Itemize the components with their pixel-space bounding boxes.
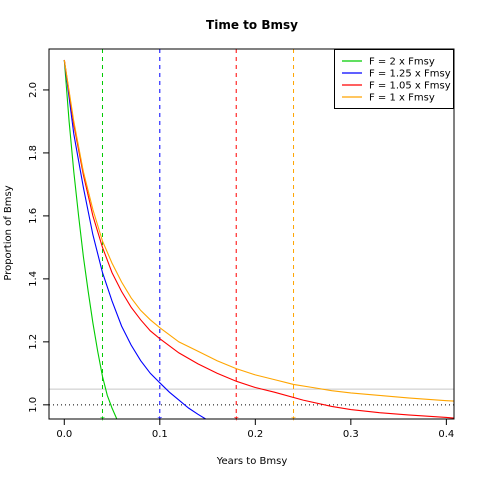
- axes: 0.0 0.1 0.2 0.3 0.4 1.0 1.2 1.4 1.6 1.8 2.0: [28, 82, 454, 440]
- legend-box: [334, 49, 454, 109]
- series-layer: [63, 59, 454, 419]
- chart-title: Time to Bmsy: [206, 18, 298, 32]
- y-tick-label-3: 1.6: [28, 208, 39, 224]
- legend-label-2: F = 1.05 x Fmsy: [369, 81, 451, 92]
- plot-frame: [48, 48, 455, 420]
- legend-label-0: F = 2 x Fmsy: [369, 57, 435, 68]
- crossing-marker-2: *: [234, 415, 239, 426]
- y-tick-label-5: 2.0: [28, 82, 39, 98]
- y-tick-label-0: 1.0: [28, 397, 39, 413]
- x-axis-title: Years to Bmsy: [216, 456, 288, 467]
- legend-label-1: F = 1.25 x Fmsy: [369, 69, 451, 80]
- y-tick-label-4: 1.8: [28, 145, 39, 161]
- legend-label-3: F = 1 x Fmsy: [369, 93, 435, 104]
- x-tick-label-2: 0.2: [247, 429, 263, 440]
- series-line-0: [63, 59, 118, 419]
- crossing-marker-0: *: [100, 415, 105, 426]
- y-tick-label-1: 1.2: [28, 334, 39, 350]
- crossing-marker-3: *: [291, 415, 296, 426]
- x-tick-label-1: 0.1: [152, 429, 168, 440]
- x-tick-label-3: 0.3: [343, 429, 359, 440]
- series-line-3: [63, 59, 454, 402]
- y-axis-title: Proportion of Bmsy: [3, 185, 14, 280]
- x-tick-label-4: 0.4: [438, 429, 454, 440]
- y-tick-label-2: 1.4: [28, 271, 39, 287]
- x-tick-label-0: 0.0: [56, 429, 72, 440]
- series-line-1: [63, 59, 206, 419]
- series-line-2: [63, 59, 454, 419]
